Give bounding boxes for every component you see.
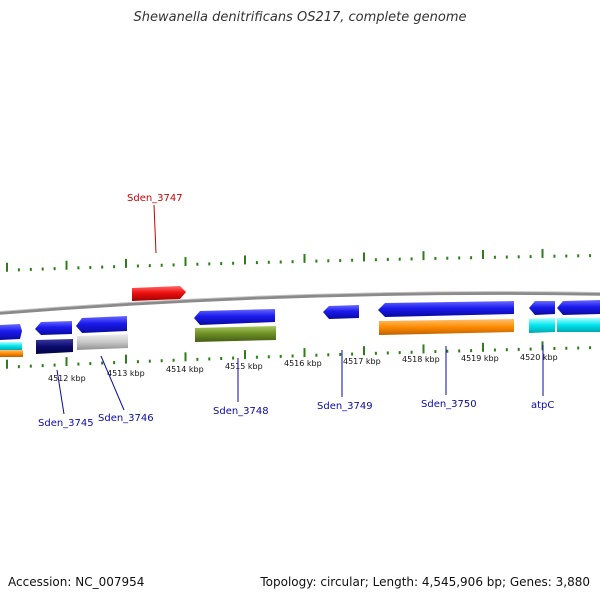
feature-navy[interactable] xyxy=(36,339,73,354)
gene-right-partial-arrow[interactable] xyxy=(557,300,600,315)
scale-label: 4517 kbp xyxy=(343,357,381,366)
gene-label-atpc[interactable]: atpC xyxy=(531,400,554,411)
gene-atpc-arrow[interactable] xyxy=(529,301,555,315)
genome-summary: Topology: circular; Length: 4,545,906 bp… xyxy=(260,575,590,589)
gene-label-sden-3747[interactable]: Sden_3747 xyxy=(127,193,183,204)
gene-label-sden-3750[interactable]: Sden_3750 xyxy=(421,399,477,410)
gene-label-sden-3748[interactable]: Sden_3748 xyxy=(213,406,269,417)
gene-label-sden-3746[interactable]: Sden_3746 xyxy=(98,413,154,424)
scale-label: 4520 kbp xyxy=(520,353,558,362)
scale-label: 4518 kbp xyxy=(402,355,440,364)
gene-sden-3745-arrow[interactable] xyxy=(35,321,72,335)
label-connectors xyxy=(56,345,544,415)
feature-cyan-1[interactable] xyxy=(529,318,555,333)
label-connector-red xyxy=(153,204,157,254)
upper-tick-row xyxy=(6,248,592,272)
gene-left-partial[interactable] xyxy=(0,324,22,340)
feature-cyan-left[interactable] xyxy=(0,342,22,350)
feature-orange[interactable] xyxy=(379,319,514,335)
gene-label-sden-3749[interactable]: Sden_3749 xyxy=(317,401,373,412)
gene-sden-3746-arrow[interactable] xyxy=(76,316,127,333)
scale-label: 4512 kbp xyxy=(48,374,86,383)
scale-label: 4513 kbp xyxy=(107,369,145,378)
feature-gray[interactable] xyxy=(77,334,128,350)
gene-sden-3749-arrow[interactable] xyxy=(323,305,359,319)
feature-olive[interactable] xyxy=(195,326,276,342)
scale-label: 4519 kbp xyxy=(461,354,499,363)
gene-label-sden-3745[interactable]: Sden_3745 xyxy=(38,418,94,429)
genome-backbone xyxy=(0,291,600,315)
gene-sden-3748-arrow[interactable] xyxy=(194,309,275,325)
feature-cyan-2[interactable] xyxy=(557,318,600,332)
scale-label: 4514 kbp xyxy=(166,365,204,374)
feature-orange-left[interactable] xyxy=(0,350,23,357)
scale-label: 4515 kbp xyxy=(225,362,263,371)
scale-label: 4516 kbp xyxy=(284,359,322,368)
gene-sden-3750-arrow[interactable] xyxy=(378,301,514,317)
gene-sden-3747[interactable] xyxy=(132,286,186,301)
accession-label: Accession: NC_007954 xyxy=(8,575,145,589)
genome-title: Shewanella denitrificans OS217, complete… xyxy=(133,10,467,25)
